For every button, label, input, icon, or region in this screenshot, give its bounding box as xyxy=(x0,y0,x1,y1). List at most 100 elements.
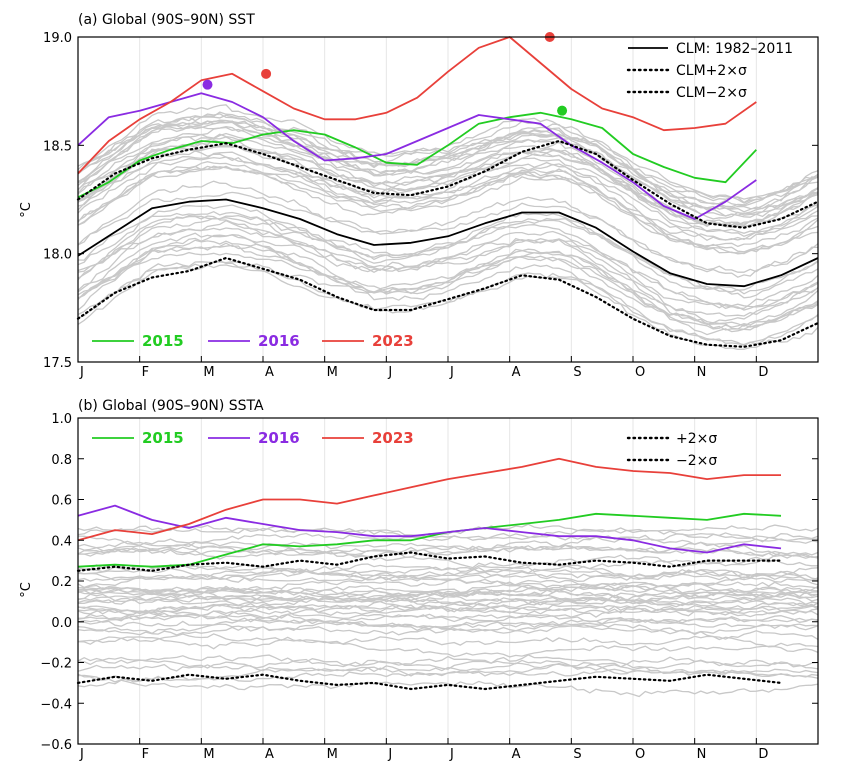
other-year-line xyxy=(77,541,819,560)
series-line-2015 xyxy=(77,111,757,199)
other-year-line xyxy=(77,655,819,670)
y-tick-label: 17.5 xyxy=(43,356,72,371)
plot-frame xyxy=(77,36,819,363)
other-year-line xyxy=(77,156,819,242)
month-label: J xyxy=(79,365,84,380)
month-label: J xyxy=(79,747,84,762)
other-year-line xyxy=(77,232,819,317)
other-year-line xyxy=(77,525,819,544)
other-year-line xyxy=(77,191,819,273)
month-label: M xyxy=(203,365,214,380)
other-year-line xyxy=(77,125,819,215)
other-year-line xyxy=(77,569,819,586)
panel-b-title: (b) Global (90S–90N) SSTA xyxy=(78,398,264,414)
plot-frame xyxy=(77,417,819,745)
other-year-line xyxy=(78,584,819,602)
other-year-line xyxy=(77,219,819,309)
peak-marker xyxy=(202,79,213,90)
other-year-line xyxy=(77,635,819,654)
y-tick-label: −0.6 xyxy=(40,738,72,753)
legend-label: CLM: 1982–2011 xyxy=(676,41,793,57)
month-label: J xyxy=(449,365,454,380)
other-year-line xyxy=(77,242,819,330)
month-label: O xyxy=(635,365,645,380)
other-year-line xyxy=(77,562,819,583)
other-year-line xyxy=(77,558,818,574)
other-year-line xyxy=(77,119,819,213)
other-year-line xyxy=(77,264,819,351)
other-year-line xyxy=(77,543,819,559)
peak-marker xyxy=(557,105,568,116)
legend-label: 2015 xyxy=(142,332,184,350)
month-label: M xyxy=(327,747,338,762)
month-label: A xyxy=(512,365,521,380)
month-label: J xyxy=(387,747,392,762)
peak-marker xyxy=(261,68,272,79)
series-line-clm-2- xyxy=(76,139,820,229)
y-tick-label: 18.0 xyxy=(43,248,72,263)
y-tick-label: 0.6 xyxy=(51,494,72,509)
month-label: O xyxy=(635,747,645,762)
other-year-line xyxy=(77,591,819,607)
panel-b-ylabel: °C xyxy=(19,582,34,598)
other-year-line xyxy=(77,633,819,658)
other-year-line xyxy=(77,662,819,676)
other-year-line xyxy=(77,141,819,226)
y-tick-label: 0.4 xyxy=(51,534,72,549)
legend-label: +2×σ xyxy=(676,431,717,447)
panel-a-title: (a) Global (90S–90N) SST xyxy=(78,12,255,28)
other-year-line xyxy=(77,602,819,616)
other-year-line xyxy=(77,121,819,220)
y-tick-label: −0.2 xyxy=(40,657,72,672)
y-tick-label: 0.8 xyxy=(51,453,72,468)
y-tick-label: 1.0 xyxy=(51,412,72,427)
month-label: A xyxy=(265,747,274,762)
other-year-line xyxy=(77,615,819,632)
other-year-line xyxy=(77,523,819,537)
other-year-line xyxy=(77,151,819,234)
month-label: F xyxy=(142,747,149,762)
y-tick-label: 18.5 xyxy=(43,139,72,154)
month-label: S xyxy=(573,747,581,762)
month-label: M xyxy=(327,365,338,380)
legend-label: 2023 xyxy=(372,429,414,447)
series-line--2- xyxy=(76,551,783,572)
month-label: J xyxy=(449,747,454,762)
month-label: A xyxy=(512,747,521,762)
panel-ssta: (b) Global (90S–90N) SSTA °C J F M A M J J A S O N… xyxy=(19,398,819,762)
month-label: D xyxy=(758,365,768,380)
month-label: N xyxy=(697,365,707,380)
month-label: D xyxy=(758,747,768,762)
other-year-line xyxy=(77,165,819,253)
month-label: A xyxy=(265,365,274,380)
legend-label: CLM−2×σ xyxy=(676,85,747,101)
series-line-2015 xyxy=(77,512,782,568)
series-line-2016 xyxy=(77,92,757,220)
other-year-line xyxy=(77,528,819,546)
other-year-line xyxy=(78,585,819,599)
y-tick-label: 19.0 xyxy=(43,31,72,46)
panel-sst: (a) Global (90S–90N) SST °C J F M A M J J A S O N D… xyxy=(19,12,820,380)
other-year-line xyxy=(77,215,819,311)
other-year-line xyxy=(77,584,819,597)
other-year-line xyxy=(77,214,819,299)
series-line-clm-2- xyxy=(76,256,820,348)
other-year-line xyxy=(77,204,819,295)
legend-label: 2016 xyxy=(258,429,300,447)
legend-label: 2016 xyxy=(258,332,300,350)
legend-label: 2023 xyxy=(372,332,414,350)
month-label: M xyxy=(203,747,214,762)
other-year-line xyxy=(77,251,819,336)
other-year-line xyxy=(77,244,819,331)
series-line--2- xyxy=(76,673,783,691)
series-line-clm-1982-2011 xyxy=(77,198,819,288)
other-year-line xyxy=(77,578,819,594)
other-year-line xyxy=(77,165,819,255)
series-line-2016 xyxy=(77,504,782,554)
other-year-line xyxy=(77,239,819,327)
other-year-line xyxy=(77,104,819,200)
other-year-line xyxy=(77,144,819,238)
month-label: N xyxy=(697,747,707,762)
legend-label: −2×σ xyxy=(676,453,717,469)
